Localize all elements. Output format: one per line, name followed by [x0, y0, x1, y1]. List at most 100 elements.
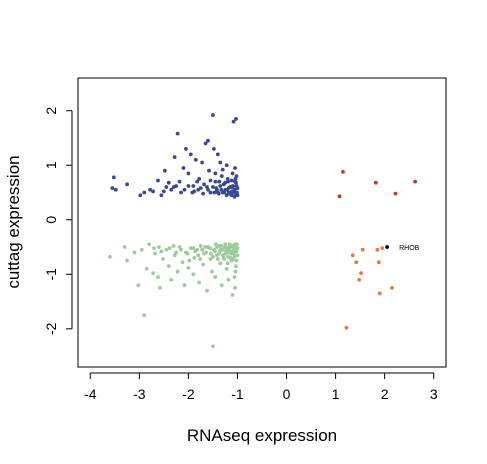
data-point-s1-25 — [186, 265, 191, 270]
x-tick-label-3: -1 — [231, 386, 244, 402]
data-point-s0-91 — [229, 185, 233, 189]
data-point-s0-72 — [213, 171, 218, 176]
data-point-s1-87 — [185, 251, 190, 256]
data-point-s0-0 — [111, 175, 116, 180]
data-point-s1-5 — [139, 247, 144, 252]
data-point-s0-75 — [206, 187, 210, 192]
data-point-s3-10 — [344, 325, 349, 330]
data-point-s0-7 — [151, 189, 155, 194]
data-point-s1-81 — [211, 254, 215, 259]
data-point-s0-45 — [224, 163, 229, 168]
data-point-s3-6 — [376, 260, 381, 265]
data-point-s1-27 — [191, 272, 196, 277]
data-point-s1-76 — [220, 253, 225, 258]
data-point-s0-10 — [162, 168, 167, 173]
data-point-s0-83 — [174, 184, 179, 188]
plot-frame — [77, 77, 447, 368]
data-point-s0-73 — [211, 185, 215, 189]
data-point-s0-33 — [208, 190, 213, 195]
data-point-s1-85 — [196, 253, 201, 258]
data-point-s0-55 — [234, 117, 238, 121]
data-point-s1-6 — [142, 313, 147, 318]
data-point-s1-93 — [234, 247, 238, 252]
data-point-s1-17 — [169, 277, 174, 282]
y-tick-label-4: 2 — [43, 107, 59, 115]
data-point-s1-92 — [152, 246, 156, 251]
data-point-s1-30 — [197, 280, 202, 285]
data-point-s1-48 — [224, 266, 229, 271]
x-axis: -4 -3 -2 -1 0 1 2 3 — [84, 372, 438, 402]
data-point-s1-101 — [224, 249, 229, 254]
data-point-s0-3 — [125, 182, 129, 187]
data-point-s1-20 — [175, 269, 180, 274]
x-tick-label-1: -3 — [133, 386, 146, 402]
data-point-s1-100 — [226, 254, 231, 259]
data-point-s0-8 — [156, 178, 160, 183]
data-point-s0-90 — [230, 189, 234, 194]
data-point-s1-11 — [156, 275, 160, 279]
data-point-s1-13 — [158, 286, 162, 290]
data-point-s0-51 — [231, 119, 236, 124]
data-point-s1-53 — [230, 293, 235, 297]
data-point-s0-12 — [166, 180, 171, 185]
data-point-s0-59 — [235, 193, 240, 198]
data-point-s0-29 — [203, 141, 208, 146]
data-point-s1-80 — [213, 249, 217, 254]
data-point-s1-58 — [234, 264, 238, 269]
data-point-s1-89 — [174, 250, 179, 255]
data-point-s0-94 — [225, 187, 230, 192]
data-point-s3-7 — [377, 291, 382, 296]
data-point-s1-106 — [213, 242, 218, 247]
data-point-s3-2 — [360, 247, 365, 252]
data-point-s0-6 — [148, 187, 153, 192]
data-point-s0-19 — [184, 146, 188, 151]
y-tick-label-3: 1 — [43, 161, 59, 169]
data-point-s1-8 — [147, 242, 152, 247]
data-point-s0-98 — [214, 186, 219, 191]
data-point-s0-11 — [164, 185, 169, 189]
data-point-s0-5 — [142, 190, 147, 195]
data-point-s4-0 — [385, 245, 390, 249]
data-point-s1-63 — [234, 258, 239, 263]
data-point-s1-95 — [232, 250, 236, 255]
data-point-s1-61 — [235, 253, 240, 258]
data-point-s1-22 — [180, 260, 185, 265]
data-point-s1-38 — [211, 344, 215, 349]
data-point-s0-21 — [188, 152, 193, 157]
x-tick-label-4: 0 — [283, 386, 291, 402]
data-point-s1-109 — [198, 257, 203, 261]
data-point-s0-93 — [226, 179, 231, 184]
data-point-s0-67 — [224, 193, 229, 198]
data-point-s3-8 — [390, 286, 394, 290]
data-point-s0-31 — [206, 138, 210, 143]
data-point-s1-2 — [125, 258, 129, 263]
data-point-s3-0 — [350, 253, 355, 258]
data-point-s1-104 — [217, 249, 222, 254]
data-point-s1-3 — [132, 250, 137, 255]
data-point-s0-18 — [181, 166, 186, 170]
data-point-s0-84 — [161, 189, 166, 194]
data-point-s0-23 — [191, 184, 196, 188]
data-point-s0-27 — [200, 160, 205, 165]
data-point-s0-4 — [138, 193, 143, 198]
data-point-s1-1 — [122, 245, 127, 249]
data-point-s1-32 — [201, 262, 206, 267]
data-point-s0-9 — [159, 193, 164, 198]
y-tick-label-1: -1 — [43, 268, 59, 281]
data-point-s0-40 — [218, 160, 223, 165]
data-point-s1-18 — [171, 244, 176, 248]
data-point-s1-94 — [233, 242, 237, 247]
data-point-s1-96 — [231, 257, 235, 261]
data-point-s1-28 — [192, 256, 197, 260]
data-point-s1-72 — [225, 261, 230, 266]
x-tick-label-0: -4 — [84, 386, 97, 402]
data-point-s3-3 — [359, 271, 364, 276]
data-point-s0-34 — [211, 113, 215, 117]
data-point-s0-82 — [177, 179, 182, 184]
data-point-s0-68 — [223, 180, 228, 185]
data-point-s0-85 — [234, 180, 238, 185]
data-point-s1-82 — [208, 246, 212, 251]
data-point-s0-50 — [230, 171, 235, 176]
data-point-s0-87 — [232, 194, 237, 199]
